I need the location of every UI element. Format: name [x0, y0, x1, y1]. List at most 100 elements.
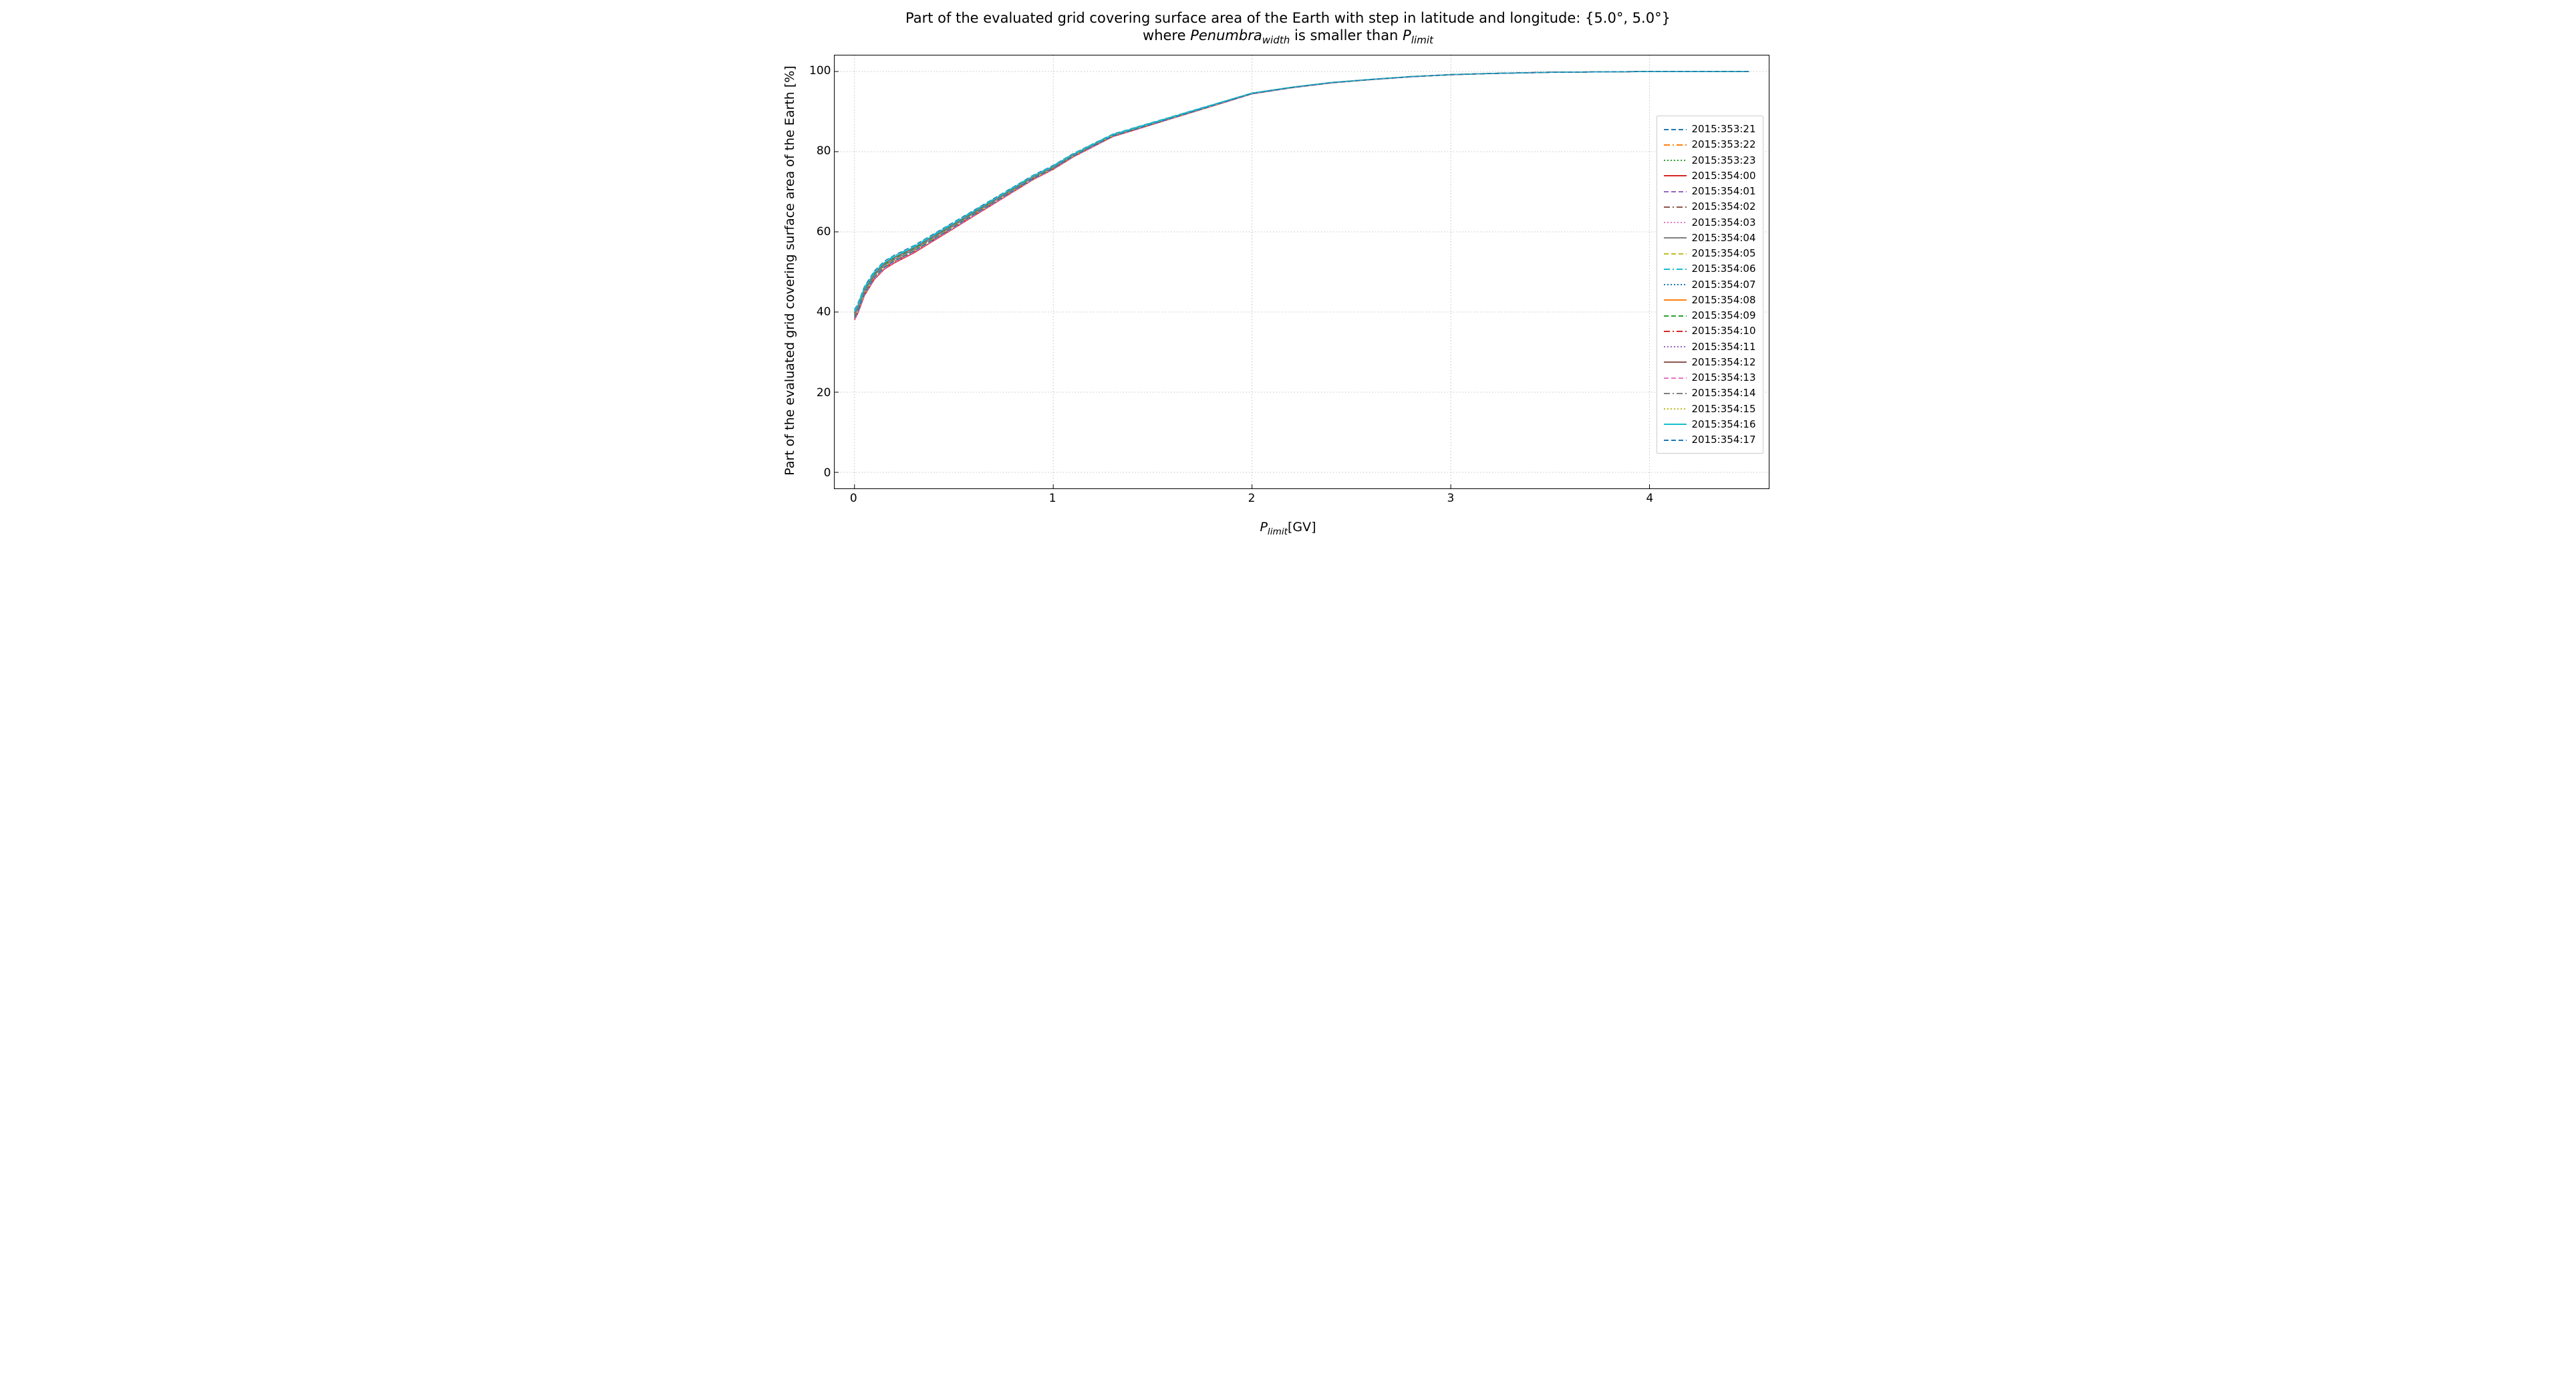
legend-swatch	[1664, 311, 1687, 321]
series-line	[854, 71, 1748, 314]
x-tick-label: 4	[1646, 492, 1653, 505]
x-axis-label: Plimit[GV]	[780, 520, 1796, 537]
legend-label: 2015:354:00	[1692, 168, 1756, 184]
legend-swatch	[1664, 218, 1687, 227]
legend-label: 2015:354:08	[1692, 293, 1756, 308]
legend-swatch	[1664, 125, 1687, 134]
legend-entry: 2015:354:17	[1664, 432, 1756, 448]
legend-label: 2015:354:03	[1692, 215, 1756, 231]
legend-label: 2015:354:17	[1692, 432, 1756, 448]
y-tick-label: 80	[817, 144, 831, 158]
legend-label: 2015:354:15	[1692, 402, 1756, 417]
series-line	[854, 71, 1748, 320]
xlabel-sub: limit	[1268, 526, 1288, 537]
legend-label: 2015:353:21	[1692, 122, 1756, 137]
legend-swatch	[1664, 389, 1687, 398]
chart-title: Part of the evaluated grid covering surf…	[780, 9, 1796, 47]
legend-swatch	[1664, 265, 1687, 274]
legend-label: 2015:354:01	[1692, 184, 1756, 199]
series-line	[854, 71, 1748, 317]
legend-label: 2015:354:09	[1692, 308, 1756, 323]
plot-area: 2015:353:212015:353:222015:353:232015:35…	[834, 55, 1769, 489]
title-mid: is smaller than	[1290, 27, 1403, 43]
series-line	[854, 71, 1748, 318]
legend-label: 2015:353:22	[1692, 137, 1756, 152]
title-ital2: P	[1403, 27, 1411, 43]
y-tick-label: 20	[817, 386, 831, 400]
legend-entry: 2015:354:06	[1664, 261, 1756, 277]
y-tick-label: 0	[824, 466, 831, 480]
legend-entry: 2015:354:11	[1664, 339, 1756, 355]
legend-entry: 2015:354:04	[1664, 231, 1756, 246]
legend-entry: 2015:354:13	[1664, 370, 1756, 386]
legend-entry: 2015:354:07	[1664, 277, 1756, 293]
legend-entry: 2015:353:23	[1664, 153, 1756, 168]
series-line	[854, 71, 1748, 317]
legend-swatch	[1664, 404, 1687, 414]
legend-entry: 2015:353:22	[1664, 137, 1756, 152]
series-line	[854, 71, 1748, 311]
legend-swatch	[1664, 140, 1687, 150]
legend-entry: 2015:354:00	[1664, 168, 1756, 184]
series-line	[854, 71, 1748, 317]
title-ital1: Penumbra	[1190, 27, 1262, 43]
legend-swatch	[1664, 357, 1687, 367]
legend-entry: 2015:354:05	[1664, 246, 1756, 261]
legend-entry: 2015:354:03	[1664, 215, 1756, 231]
series-line	[854, 71, 1748, 319]
legend-label: 2015:354:14	[1692, 386, 1756, 401]
legend-entry: 2015:354:02	[1664, 199, 1756, 214]
series-line	[854, 71, 1748, 315]
title-sub2: limit	[1411, 34, 1433, 46]
legend-entry: 2015:354:15	[1664, 402, 1756, 417]
legend-label: 2015:354:16	[1692, 417, 1756, 432]
legend-label: 2015:354:07	[1692, 277, 1756, 293]
legend-swatch	[1664, 233, 1687, 243]
y-tick-label: 40	[817, 305, 831, 319]
plot-svg	[835, 55, 1769, 488]
series-line	[854, 71, 1748, 311]
series-line	[854, 71, 1748, 315]
series-line	[854, 71, 1748, 310]
series-line	[854, 71, 1748, 313]
legend-swatch	[1664, 280, 1687, 289]
xlabel-suffix: [GV]	[1288, 520, 1316, 535]
series-line	[854, 71, 1748, 319]
legend-entry: 2015:354:01	[1664, 184, 1756, 199]
series-line	[854, 71, 1748, 313]
x-tick-label: 0	[850, 492, 857, 505]
series-line	[854, 71, 1748, 312]
series-line	[854, 71, 1748, 319]
y-tick-label: 60	[817, 225, 831, 239]
series-line	[854, 71, 1748, 315]
legend-label: 2015:354:04	[1692, 231, 1756, 246]
legend-swatch	[1664, 327, 1687, 336]
legend-swatch	[1664, 436, 1687, 445]
chart-title-line2: where Penumbrawidth is smaller than Plim…	[780, 27, 1796, 47]
legend: 2015:353:212015:353:222015:353:232015:35…	[1657, 116, 1763, 454]
legend-label: 2015:354:11	[1692, 339, 1756, 355]
title-sub1: width	[1262, 34, 1290, 46]
chart-title-line1: Part of the evaluated grid covering surf…	[780, 9, 1796, 27]
series-line	[854, 71, 1748, 315]
x-tick-labels: 01234	[834, 492, 1769, 508]
x-tick-label: 2	[1248, 492, 1256, 505]
series-line	[854, 71, 1748, 313]
legend-label: 2015:354:13	[1692, 370, 1756, 386]
legend-swatch	[1664, 295, 1687, 305]
legend-label: 2015:354:05	[1692, 246, 1756, 261]
figure: Part of the evaluated grid covering surf…	[780, 0, 1796, 541]
legend-label: 2015:354:10	[1692, 323, 1756, 339]
legend-entry: 2015:354:09	[1664, 308, 1756, 323]
series-line	[854, 71, 1748, 316]
legend-label: 2015:354:02	[1692, 199, 1756, 214]
legend-swatch	[1664, 156, 1687, 165]
legend-swatch	[1664, 420, 1687, 429]
legend-entry: 2015:354:10	[1664, 323, 1756, 339]
legend-label: 2015:354:06	[1692, 261, 1756, 277]
legend-entry: 2015:354:16	[1664, 417, 1756, 432]
legend-swatch	[1664, 373, 1687, 383]
legend-swatch	[1664, 249, 1687, 259]
y-axis-label: Part of the evaluated grid covering surf…	[782, 20, 797, 521]
legend-entry: 2015:354:12	[1664, 355, 1756, 370]
